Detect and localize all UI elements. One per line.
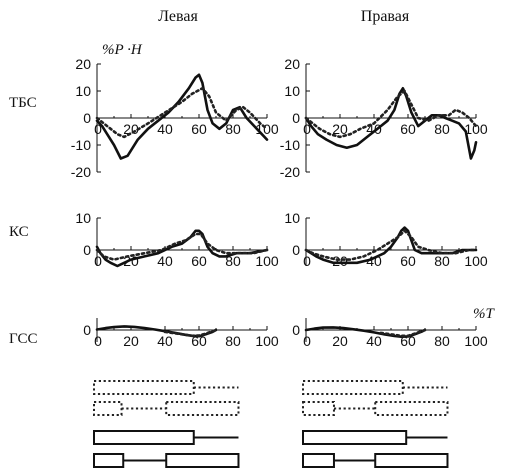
x-tick-label-zero: 0 (303, 121, 311, 137)
series-line-dotted (95, 232, 269, 261)
series-line-dotted (95, 87, 269, 139)
x-tick-label-zero: 0 (303, 253, 311, 269)
x-tick-label: 40 (157, 253, 173, 269)
phase-box (165, 453, 240, 468)
y-tick-label: 10 (75, 210, 91, 226)
column-title-left: Левая (158, 8, 198, 25)
x-tick-label: 100 (464, 253, 488, 269)
phase-bar-row (93, 453, 240, 468)
phase-box (165, 401, 240, 416)
phase-box (93, 401, 123, 416)
x-tick-label: 60 (191, 121, 207, 137)
phase-bar-row (93, 380, 239, 395)
gait-phase-bars (93, 380, 449, 468)
x-tick-label: 20 (332, 253, 348, 269)
x-tick-label: 80 (434, 121, 450, 137)
x-tick-label-zero: 0 (303, 333, 311, 349)
phase-bar-row (302, 453, 449, 468)
phase-box (374, 453, 449, 468)
unit-time-label: %T (473, 306, 495, 322)
phase-box (93, 453, 125, 468)
phase-box (302, 380, 404, 395)
y-tick-label: 0 (83, 110, 91, 126)
x-tick-label: 80 (434, 333, 450, 349)
phase-bar-row (302, 380, 448, 395)
x-tick-label: 40 (157, 121, 173, 137)
x-tick-label-zero: 0 (94, 121, 102, 137)
y-tick-label: 0 (292, 322, 300, 338)
y-tick-label: 0 (83, 242, 91, 258)
x-tick-label: 60 (400, 253, 416, 269)
y-tick-label: 0 (292, 242, 300, 258)
row-label-gss: ГСС (9, 331, 37, 347)
x-tick-label: 80 (225, 253, 241, 269)
phase-box (302, 430, 408, 445)
y-tick-label: 0 (83, 322, 91, 338)
x-tick-label: 100 (255, 253, 279, 269)
x-tick-label: 20 (332, 333, 348, 349)
x-tick-label: 100 (464, 333, 488, 349)
x-tick-label: 20 (332, 121, 348, 137)
y-tick-label: -20 (280, 164, 300, 180)
x-tick-label-zero: 0 (94, 333, 102, 349)
series-line-dotted (379, 328, 427, 338)
x-tick-label: 40 (366, 333, 382, 349)
unit-moment-label: %P ·H (102, 42, 143, 58)
row-label-ks: КС (9, 224, 29, 240)
y-tick-label: -20 (71, 164, 91, 180)
column-title-right: Правая (361, 8, 410, 25)
series-line-solid (95, 73, 269, 160)
phase-bar-row (93, 430, 239, 445)
y-tick-label: 20 (75, 56, 91, 72)
phase-box (302, 453, 335, 468)
series-line-dotted (304, 89, 478, 139)
x-tick-label: 80 (225, 121, 241, 137)
x-tick-label: 100 (464, 121, 488, 137)
x-tick-label-zero: 0 (94, 253, 102, 269)
series-line-dotted (304, 229, 478, 261)
series-line-dotted (163, 328, 218, 338)
x-tick-label: 40 (157, 333, 173, 349)
phase-box (93, 430, 195, 445)
phase-bar-row (302, 401, 449, 416)
y-tick-label: 20 (284, 56, 300, 72)
x-tick-label: 20 (123, 121, 139, 137)
phase-box (93, 380, 195, 395)
y-tick-label: -10 (280, 137, 300, 153)
x-tick-label: 60 (400, 121, 416, 137)
y-tick-label: 10 (284, 210, 300, 226)
x-tick-label: 100 (255, 333, 279, 349)
phase-box (302, 401, 335, 416)
phase-bar-row (93, 401, 240, 416)
row-label-tbs: ТБС (9, 95, 37, 111)
y-tick-label: 0 (292, 110, 300, 126)
x-tick-label: 80 (434, 253, 450, 269)
phase-bar-row (302, 430, 448, 445)
y-tick-label: -10 (71, 137, 91, 153)
x-tick-label: 20 (123, 333, 139, 349)
phase-box (374, 401, 449, 416)
x-tick-label: 60 (191, 253, 207, 269)
y-tick-label: 10 (75, 83, 91, 99)
y-tick-label: 10 (284, 83, 300, 99)
x-tick-label: 80 (225, 333, 241, 349)
